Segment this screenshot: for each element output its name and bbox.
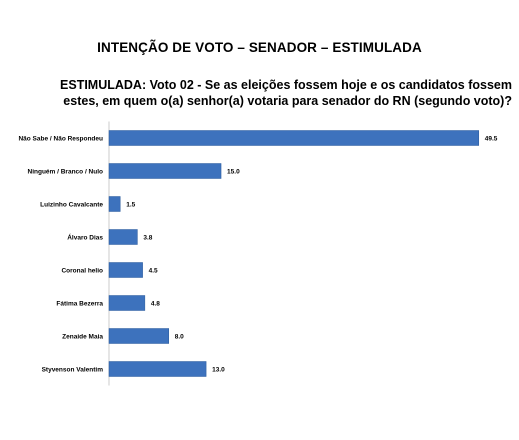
category-label: Fátima Bezerra — [56, 300, 103, 307]
value-labels-layer: 49.5 15.0 1.5 3.8 4.5 4.8 8.0 13.0 — [126, 135, 498, 373]
bar — [108, 262, 143, 278]
bars-layer — [108, 130, 480, 377]
bar — [108, 229, 138, 245]
category-label: Não Sabe / Não Respondeu — [18, 135, 103, 142]
value-label: 3.8 — [143, 234, 152, 241]
value-label: 4.8 — [151, 300, 160, 307]
bar — [108, 130, 480, 146]
chart-subtitle-line-1: ESTIMULADA: Voto 02 - Se as eleições fos… — [60, 78, 512, 92]
chart-subtitle: ESTIMULADA: Voto 02 - Se as eleições fos… — [40, 77, 512, 109]
value-label: 49.5 — [485, 135, 498, 142]
value-label: 15.0 — [227, 168, 240, 175]
chart-subtitle-line-2: estes, em quem o(a) senhor(a) votaria pa… — [63, 94, 512, 108]
category-label: Zenaide Maia — [62, 333, 103, 340]
category-labels-layer: Não Sabe / Não Respondeu Ninguém / Branco… — [18, 135, 103, 373]
value-label: 13.0 — [212, 366, 225, 373]
value-label: 4.5 — [149, 267, 158, 274]
category-label: Ninguém / Branco / Nulo — [28, 168, 104, 175]
category-label: Coronal helio — [61, 267, 103, 274]
category-label: Styvenson Valentim — [42, 366, 104, 373]
value-label: 8.0 — [175, 333, 184, 340]
bar — [108, 196, 121, 212]
bar — [108, 295, 146, 311]
chart-title: INTENÇÃO DE VOTO – SENADOR – ESTIMULADA — [97, 40, 422, 55]
category-label: Luizinho Cavalcante — [40, 201, 103, 208]
bar — [108, 328, 170, 344]
value-label: 1.5 — [126, 201, 135, 208]
bar — [108, 361, 207, 377]
category-label: Álvaro Dias — [67, 232, 103, 241]
bar — [108, 163, 222, 179]
